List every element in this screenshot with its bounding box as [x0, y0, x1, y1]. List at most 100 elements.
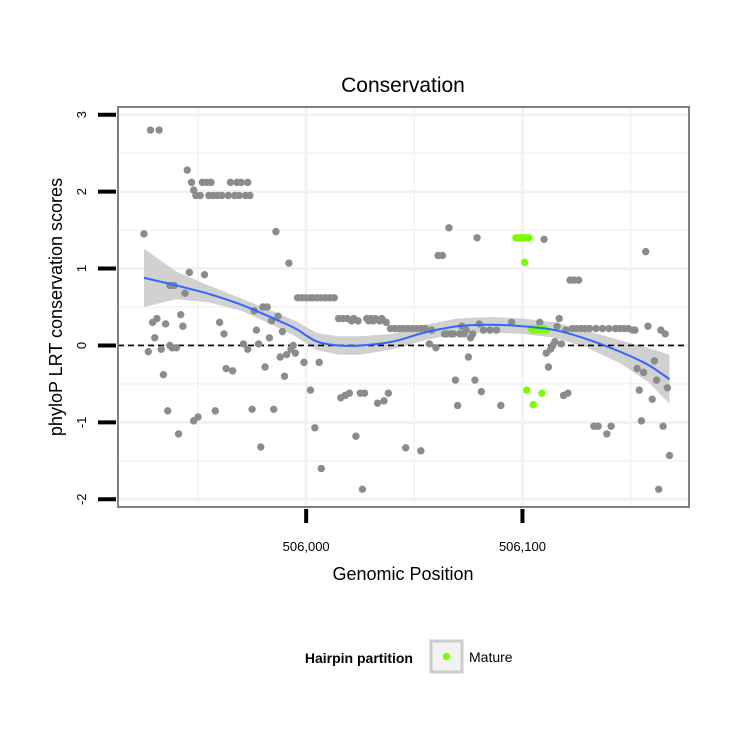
- point-other: [254, 340, 263, 348]
- point-other: [650, 357, 659, 365]
- point-other: [464, 353, 473, 361]
- point-other: [248, 405, 256, 414]
- point-other: [239, 340, 248, 348]
- y-tick-label: -1: [74, 417, 89, 429]
- point-other: [172, 344, 181, 352]
- plot-panel: [117, 106, 690, 508]
- legend-label-mature: Mature: [469, 649, 513, 665]
- point-other: [177, 310, 185, 319]
- y-tick-label: 1: [74, 265, 89, 272]
- point-other: [265, 334, 274, 342]
- point-other: [661, 330, 669, 338]
- point-other: [330, 294, 338, 302]
- panel-border: [117, 106, 690, 508]
- point-other: [164, 407, 172, 415]
- series-other-points: [140, 126, 674, 494]
- legend-swatch-mature: [442, 652, 451, 661]
- legend-title: Hairpin partition: [305, 650, 413, 666]
- point-other: [477, 387, 486, 396]
- point-other: [663, 384, 672, 392]
- point-other: [574, 276, 583, 284]
- point-other: [384, 389, 393, 397]
- point-other: [207, 178, 215, 187]
- point-other: [432, 344, 440, 352]
- point-other: [291, 349, 300, 357]
- point-other: [306, 386, 315, 394]
- point-other: [659, 422, 667, 430]
- grid-lines: [118, 107, 689, 507]
- y-tick-label: 0: [74, 342, 89, 349]
- point-other: [639, 368, 648, 377]
- point-other: [635, 386, 643, 394]
- y-tick-label: 2: [74, 188, 89, 195]
- point-other: [445, 224, 453, 232]
- point-other: [633, 364, 641, 373]
- point-other: [244, 345, 252, 354]
- point-other: [285, 259, 293, 267]
- point-mature: [520, 258, 529, 267]
- point-other: [373, 399, 382, 407]
- point-other: [155, 126, 163, 134]
- point-other: [185, 268, 194, 277]
- point-other: [594, 422, 602, 430]
- point-other: [544, 363, 553, 371]
- point-other: [183, 166, 191, 174]
- point-other: [492, 326, 501, 334]
- point-mature: [525, 234, 533, 242]
- point-other: [224, 191, 233, 200]
- point-other: [187, 178, 196, 187]
- point-other: [237, 178, 245, 187]
- point-other: [274, 312, 282, 320]
- point-other: [655, 485, 663, 494]
- point-other: [401, 444, 410, 452]
- point-other: [345, 389, 354, 397]
- point-other: [555, 314, 563, 323]
- point-other: [479, 326, 488, 334]
- y-tick-label: 3: [74, 111, 89, 118]
- y-tick-label: -2: [74, 494, 89, 506]
- point-other: [144, 347, 152, 356]
- point-other: [605, 324, 613, 333]
- point-other: [220, 330, 228, 338]
- point-other: [354, 317, 362, 325]
- point-other: [462, 326, 470, 334]
- confidence-band: [143, 248, 670, 404]
- point-other: [652, 376, 661, 384]
- x-tick-label: 506,000: [283, 539, 330, 554]
- point-other: [540, 235, 548, 244]
- point-other: [380, 397, 388, 405]
- point-mature: [523, 386, 531, 394]
- point-other: [211, 407, 220, 415]
- point-other: [637, 417, 646, 425]
- point-other: [200, 270, 209, 279]
- point-other: [218, 191, 226, 200]
- point-other: [300, 358, 308, 367]
- point-other: [179, 322, 187, 330]
- point-other: [159, 370, 168, 379]
- y-axis: -2 -1 0 1 2 3: [74, 111, 116, 505]
- point-other: [276, 353, 284, 361]
- point-other: [196, 191, 204, 200]
- point-other: [471, 376, 479, 384]
- point-other: [272, 227, 280, 236]
- point-other: [181, 289, 189, 297]
- point-other: [417, 447, 425, 455]
- point-other: [278, 327, 287, 336]
- point-other: [421, 324, 429, 333]
- point-other: [289, 341, 297, 350]
- point-other: [270, 405, 278, 414]
- point-other: [497, 401, 505, 410]
- point-other: [449, 330, 457, 338]
- point-other: [453, 401, 462, 410]
- point-other: [642, 247, 650, 256]
- legend-key-mature: [429, 639, 464, 674]
- point-other: [631, 326, 639, 334]
- point-other: [665, 451, 674, 460]
- point-other: [283, 350, 291, 359]
- point-other: [551, 337, 559, 346]
- point-mature: [529, 400, 537, 409]
- confidence-ribbon: [143, 248, 670, 404]
- point-other: [438, 251, 447, 260]
- point-other: [151, 334, 159, 342]
- point-other: [261, 363, 269, 371]
